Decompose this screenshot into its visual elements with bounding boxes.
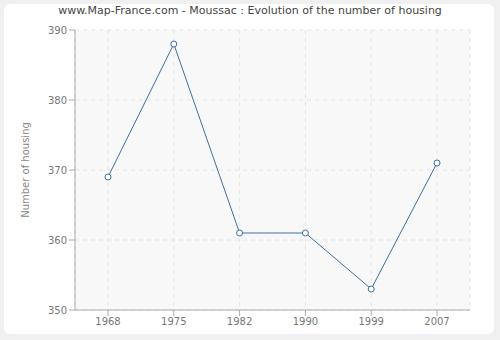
svg-text:1982: 1982 [227, 316, 252, 327]
svg-text:390: 390 [48, 25, 67, 36]
svg-text:1990: 1990 [293, 316, 318, 327]
svg-text:1975: 1975 [161, 316, 186, 327]
svg-text:350: 350 [48, 305, 67, 316]
svg-text:1968: 1968 [95, 316, 120, 327]
svg-text:360: 360 [48, 235, 67, 246]
html-text:www.Map-France.com - Moussac :: www.Map-France.com - Moussac : Evolution… [58, 4, 442, 17]
svg-text:2007: 2007 [424, 316, 449, 327]
svg-text:370: 370 [48, 165, 67, 176]
svg-text:Number of housing: Number of housing [20, 122, 31, 218]
svg-text:380: 380 [48, 95, 67, 106]
svg-text:1999: 1999 [358, 316, 383, 327]
